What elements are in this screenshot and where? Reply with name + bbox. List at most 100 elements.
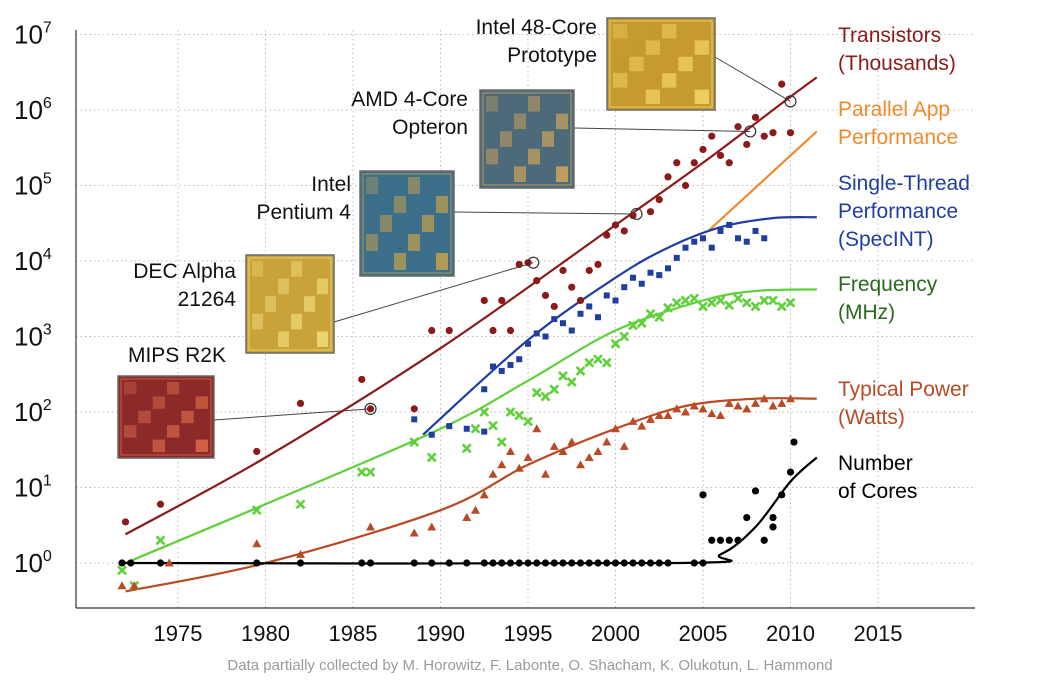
data-point: [699, 145, 707, 154]
data-point: [768, 401, 778, 410]
data-point: [541, 291, 550, 300]
data-point: [505, 407, 516, 417]
data-point: [603, 231, 611, 239]
data-point: [507, 361, 514, 368]
callout-leader-line: [333, 262, 534, 323]
data-point: [638, 280, 645, 287]
chip-die-image: [606, 17, 716, 111]
data-point: [463, 425, 470, 432]
data-point: [480, 559, 488, 567]
data-point: [558, 371, 568, 381]
series-label-line: Frequency: [838, 273, 938, 296]
data-point: [481, 386, 488, 393]
data-point: [409, 528, 419, 537]
data-point: [759, 394, 769, 403]
trend-lines: [124, 76, 818, 593]
y-tick-label: 107: [14, 20, 52, 50]
data-point: [428, 559, 436, 567]
data-point: [595, 314, 601, 321]
data-point: [525, 340, 531, 347]
data-point: [778, 491, 786, 499]
callout-leader-line: [453, 211, 637, 215]
data-point: [777, 398, 787, 407]
data-point: [619, 441, 629, 450]
series-label-line: of Cores: [838, 480, 917, 503]
data-point: [689, 293, 700, 304]
series-label-line: (SpecINT): [838, 228, 934, 251]
y-tick-exponent: 1: [43, 473, 52, 490]
y-tick-label: 100: [14, 548, 52, 578]
data-point: [515, 559, 523, 567]
data-point: [593, 354, 603, 365]
callout-leader-line: [714, 56, 791, 102]
data-point: [716, 410, 725, 419]
data-point: [621, 284, 628, 291]
data-point: [514, 410, 525, 421]
data-point: [523, 416, 533, 427]
series-label-line: (Watts): [838, 406, 905, 429]
data-point: [620, 227, 628, 235]
y-tick-label: 105: [14, 171, 52, 201]
data-point: [489, 326, 497, 335]
series-label-line: (Thousands): [838, 52, 956, 75]
trend-line: [125, 288, 817, 565]
data-point: [490, 363, 496, 370]
data-point: [252, 539, 262, 548]
y-tick-base: 10: [14, 548, 43, 578]
data-point: [155, 535, 166, 546]
callout-marker: [784, 95, 797, 108]
data-point: [253, 447, 261, 456]
data-point: [481, 428, 488, 435]
data-point: [410, 405, 418, 413]
data-point: [611, 221, 620, 229]
callout-marker: [630, 207, 643, 221]
data-point: [541, 559, 550, 567]
data-point: [769, 129, 777, 137]
data-point: [751, 487, 760, 495]
data-point: [366, 522, 375, 531]
data-point: [769, 523, 777, 531]
data-point: [786, 129, 795, 137]
data-point: [689, 401, 699, 410]
data-point: [628, 416, 638, 425]
data-point: [427, 522, 437, 531]
data-point: [523, 452, 533, 461]
data-point: [585, 559, 593, 567]
data-point: [567, 437, 577, 446]
data-point: [470, 423, 481, 434]
data-point: [506, 446, 515, 455]
chip-callout-label: MIPS R2K: [128, 344, 226, 367]
data-point: [768, 295, 778, 306]
callout-marker: [527, 256, 540, 269]
data-point: [672, 404, 682, 413]
chip-callout-label: Intel 48-Core: [476, 16, 597, 39]
data-point: [488, 469, 498, 478]
data-point: [506, 559, 515, 567]
data-point: [550, 302, 558, 311]
data-point: [498, 296, 506, 305]
chip-callout-label: Opteron: [392, 116, 468, 139]
y-tick-exponent: 4: [43, 246, 52, 263]
data-point: [786, 394, 795, 403]
data-point: [558, 446, 568, 455]
data-point: [575, 366, 586, 376]
data-point: [726, 221, 733, 228]
series-label-line: Number: [838, 452, 913, 475]
data-point: [428, 326, 436, 335]
data-point: [681, 407, 690, 416]
y-tick-base: 10: [14, 397, 43, 427]
data-point: [664, 559, 672, 567]
data-point: [611, 424, 620, 433]
data-point: [778, 80, 786, 88]
data-point: [733, 293, 743, 304]
data-point: [751, 398, 760, 407]
data-point: [471, 505, 480, 514]
data-point: [584, 452, 594, 461]
data-point: [734, 123, 742, 131]
x-tick-label: 2015: [854, 621, 903, 646]
series-labels: Transistors (Thousands) Parallel App Perfor…: [128, 16, 970, 503]
data-point: [594, 260, 602, 269]
data-point: [541, 469, 550, 478]
data-point: [716, 151, 725, 160]
data-point: [663, 302, 673, 313]
